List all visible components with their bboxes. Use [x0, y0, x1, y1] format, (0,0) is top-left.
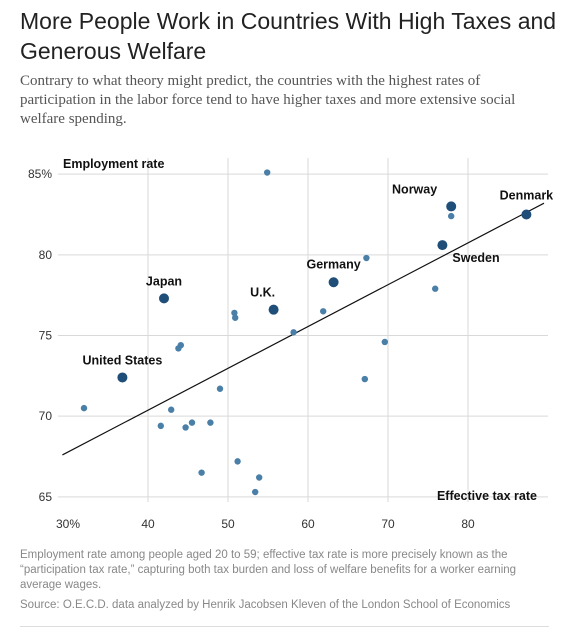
data-point: [432, 285, 439, 292]
data-point: [320, 308, 327, 315]
data-point: [234, 458, 241, 465]
data-point: [448, 212, 455, 220]
point-label: Norway: [392, 182, 437, 196]
data-point: [80, 404, 88, 412]
data-point: [188, 419, 196, 426]
point-label: Japan: [146, 274, 182, 288]
data-point: [168, 406, 175, 413]
chart-title: More People Work in Countries With High …: [20, 8, 557, 64]
footer-divider: [20, 626, 549, 627]
y-axis-label: Employment rate: [63, 157, 164, 171]
x-tick-label: 70: [381, 517, 395, 531]
point-labels: Denmark Norway Sweden Germany U.K. Japan Unite…: [82, 182, 553, 367]
source-note: Source: O.E.C.D. data analyzed by Henrik…: [20, 599, 511, 611]
data-point: [381, 338, 388, 346]
highlighted-point: [268, 304, 279, 315]
data-point: [290, 329, 297, 336]
data-point: [264, 169, 271, 176]
point-label: Denmark: [500, 188, 554, 202]
x-tick-label: 60: [301, 517, 315, 531]
data-point: [157, 422, 164, 430]
data-point: [256, 474, 263, 481]
x-tick-label: 30%: [56, 517, 80, 531]
chart-subtitle: Contrary to what theory might predict, t…: [20, 73, 516, 127]
highlighted-point: [437, 240, 448, 251]
y-tick-label: 80: [39, 248, 53, 262]
data-point: [182, 424, 189, 431]
y-tick-label: 70: [39, 409, 53, 423]
data-point: [198, 469, 205, 476]
data-point: [231, 309, 238, 317]
x-axis-label: Effective tax rate: [437, 489, 537, 503]
point-label: U.K.: [250, 286, 275, 300]
point-label: Germany: [306, 257, 360, 271]
highlighted-point: [159, 293, 169, 304]
x-tick-label: 40: [141, 517, 155, 531]
grid: [58, 158, 548, 502]
highlighted-point: [117, 372, 128, 383]
highlighted-point: [446, 201, 457, 212]
highlighted-point: [521, 209, 532, 220]
point-label: United States: [82, 353, 162, 367]
y-tick-label: 65: [39, 490, 53, 504]
data-point: [232, 314, 239, 321]
data-point: [363, 254, 370, 262]
data-points: [80, 169, 532, 496]
chart-note: Employment rate among people aged 20 to …: [20, 549, 517, 591]
data-point: [207, 419, 214, 426]
data-point: [252, 488, 259, 496]
y-tick-label: 85%: [28, 167, 52, 181]
axis-ticks: 30% 40 50 60 70 80 65 70 75 80 85%: [28, 167, 475, 531]
y-tick-label: 75: [39, 329, 53, 343]
data-point: [216, 385, 224, 392]
data-point: [175, 345, 182, 352]
x-tick-label: 80: [461, 517, 475, 531]
x-tick-label: 50: [221, 517, 235, 531]
data-point: [361, 375, 368, 383]
highlighted-point: [328, 277, 339, 288]
point-label: Sweden: [452, 251, 499, 265]
scatter-chart: 30% 40 50 60 70 80 65 70 75 80 85% Denmark Norway Sw…: [28, 157, 553, 531]
trend-line: [62, 202, 545, 456]
